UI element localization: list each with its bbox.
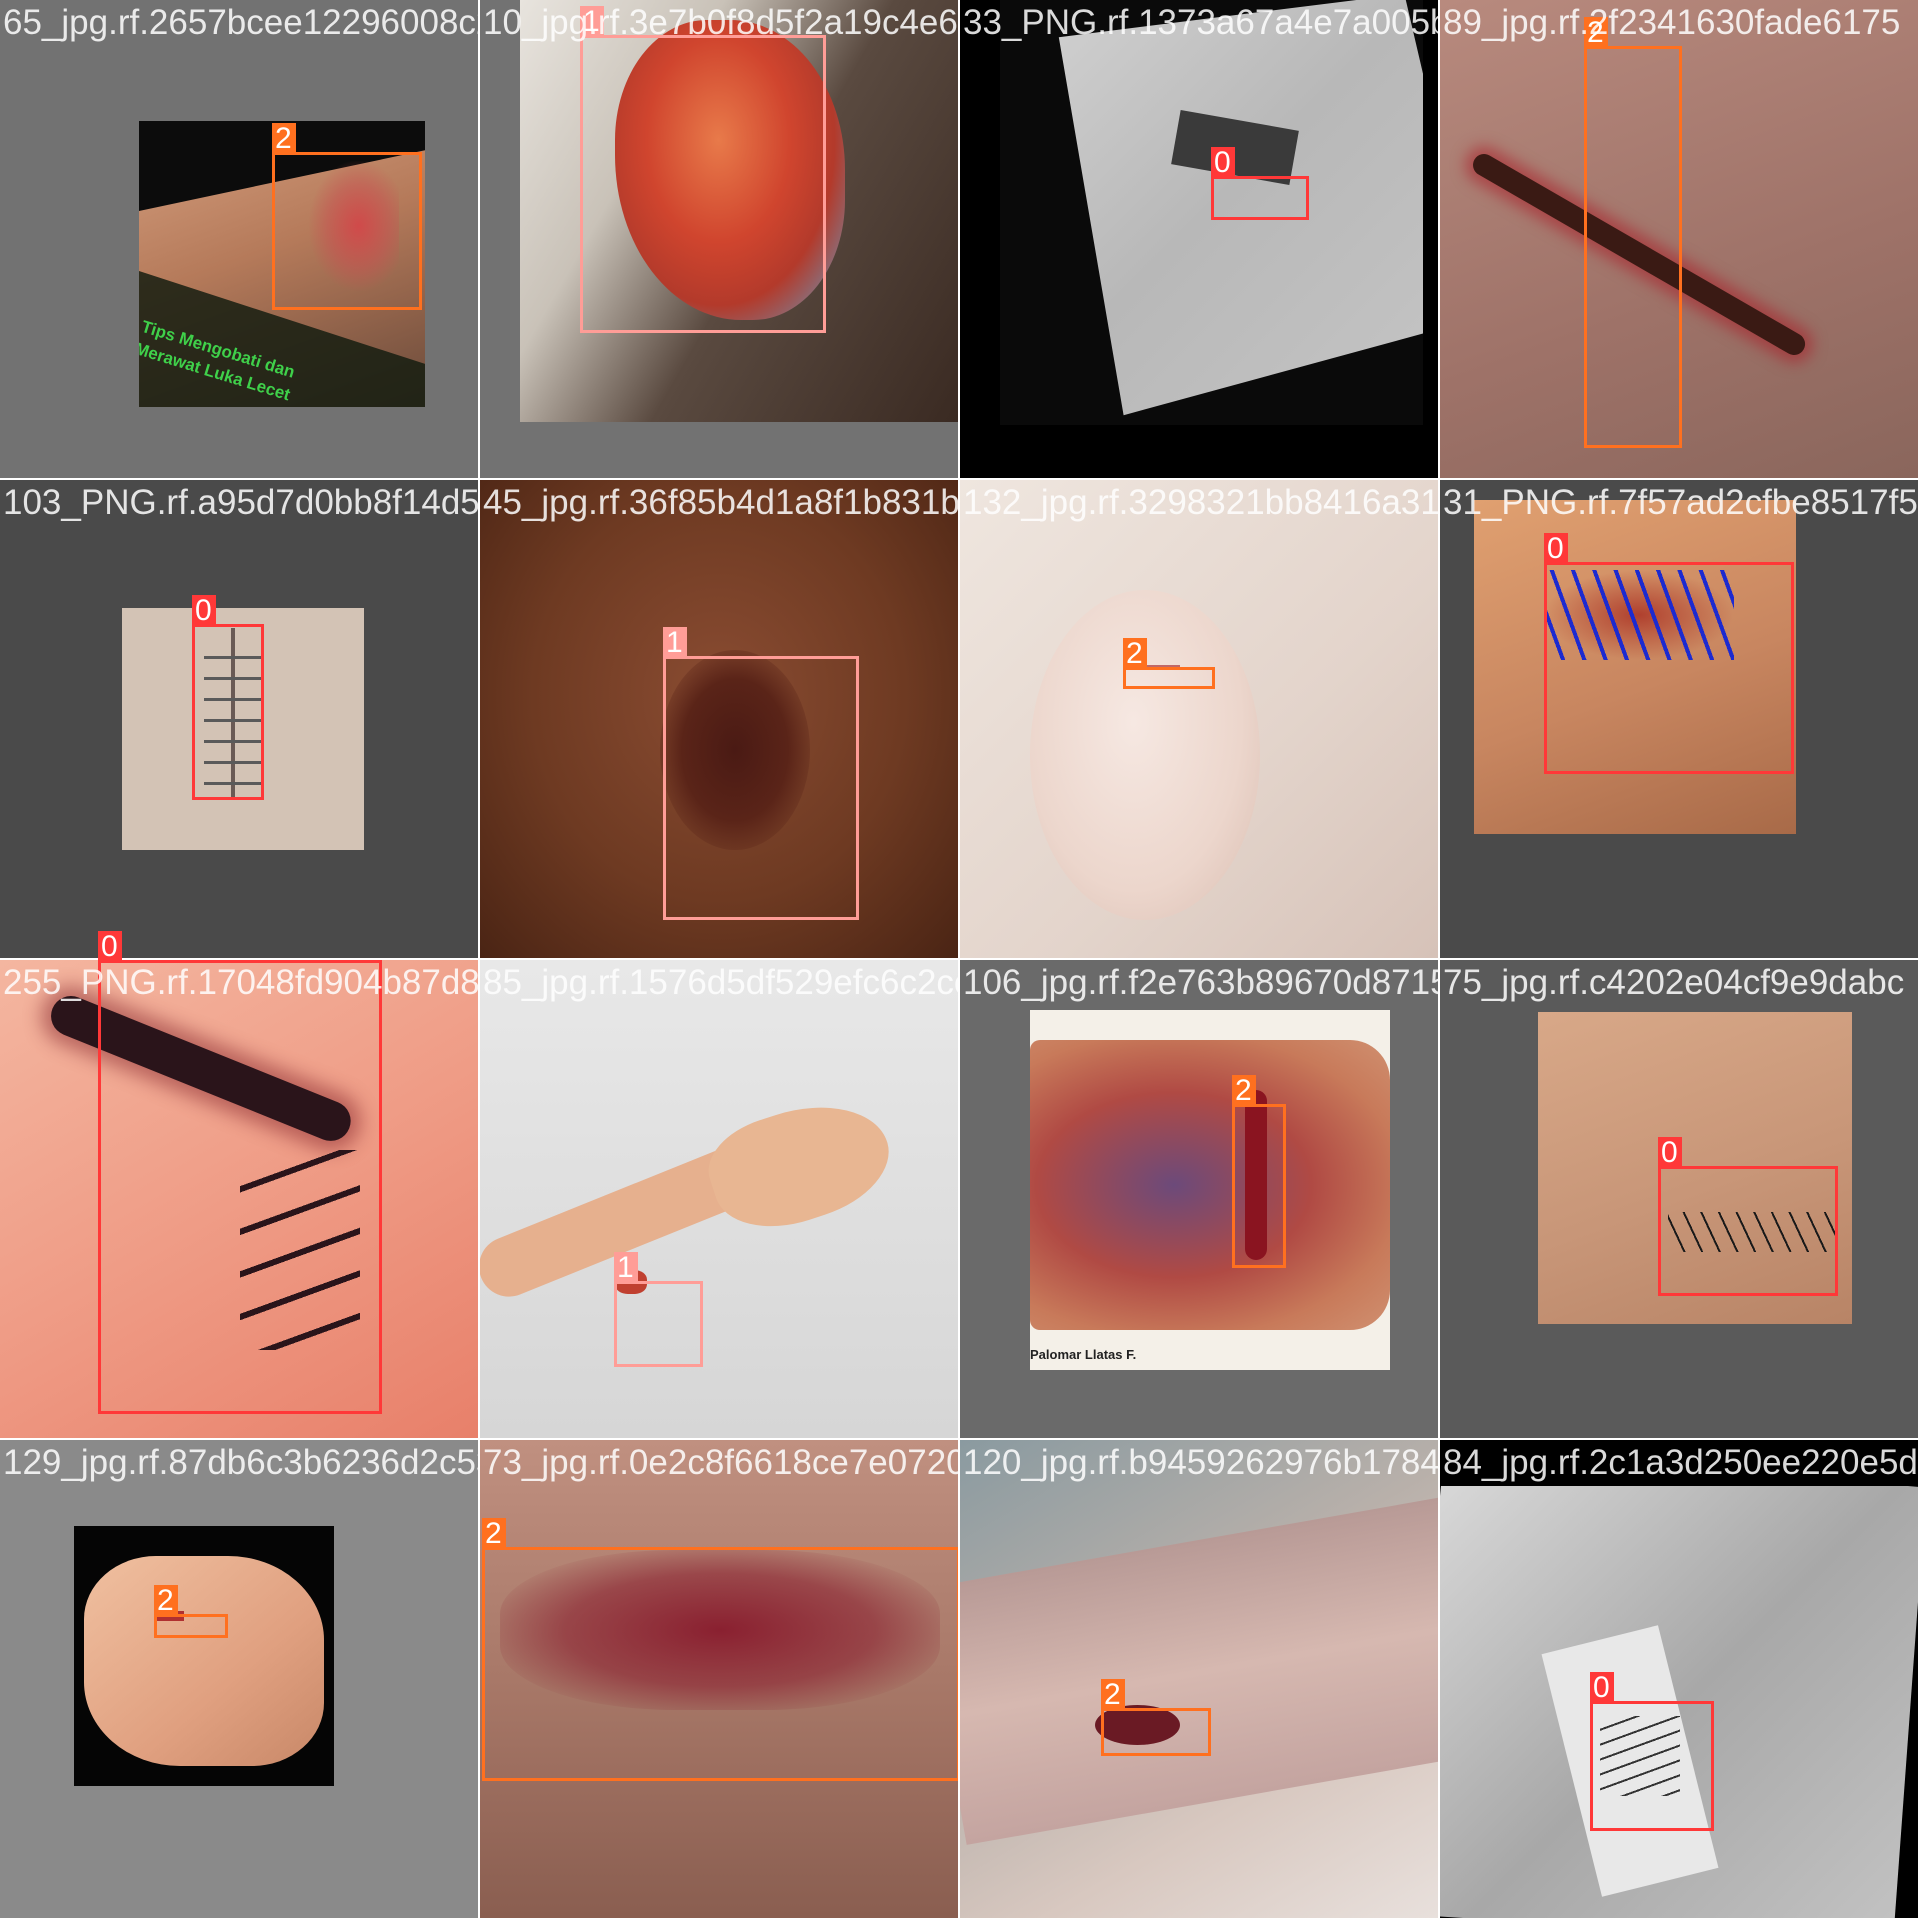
class-id-label: 2 (272, 123, 296, 155)
bounding-box: 0 (98, 931, 382, 1414)
mosaic-tile: 73_jpg.rf.0e2c8f6618ce7e0720 2 (480, 1440, 958, 1918)
photo (480, 480, 958, 958)
photo (1000, 0, 1423, 425)
class-id-label: 0 (1590, 1672, 1614, 1704)
mosaic-tile: 103_PNG.rf.a95d7d0bb8f14d51033bd36635b4d… (0, 480, 478, 958)
tile-filename: 75_jpg.rf.c4202e04cf9e9dabc (1443, 963, 1905, 1002)
photo-caption: Palomar Llatas F. (1030, 1347, 1137, 1362)
mosaic-tile: 85_jpg.rf.1576d5df529efc6c2ce 1 (480, 960, 958, 1438)
class-id-label: 2 (1101, 1679, 1125, 1711)
mosaic-tile: 129_jpg.rf.87db6c3b6236d2c53a 2 (0, 1440, 478, 1918)
class-id-label: 2 (482, 1518, 506, 1550)
class-id-label: 0 (1658, 1137, 1682, 1169)
bounding-box: 2 (272, 123, 422, 310)
class-id-label: 0 (192, 595, 216, 627)
bounding-box: 1 (663, 627, 859, 920)
class-id-label: 1 (663, 627, 687, 659)
mosaic-tile: 255_PNG.rf.17048fd904b87d8 0 (0, 931, 480, 1438)
class-id-label: 0 (1211, 147, 1235, 179)
photo (480, 960, 958, 1438)
mosaic-tile: 33_PNG.rf.1373a67a4e7a005b8cd1f775 0 (960, 0, 1438, 478)
mosaic-tile: 45_jpg.rf.36f85b4d1a8f1b831bc0 1 (480, 480, 958, 958)
class-id-label: 2 (154, 1585, 178, 1617)
photo (122, 608, 364, 850)
bounding-box: 2 (1232, 1075, 1286, 1268)
bounding-box: 2 (1101, 1679, 1211, 1756)
mosaic-tile: 65_jpg.rf.2657bcee12296008c270329d1a6f61… (0, 0, 478, 478)
class-id-label: 2 (1232, 1075, 1256, 1107)
mosaic-tile: 84_jpg.rf.2c1a3d250ee220e5d 0 (1440, 1440, 1918, 1918)
mosaic-tile: 75_jpg.rf.c4202e04cf9e9dabc 0 (1440, 960, 1918, 1438)
class-id-label: 0 (98, 931, 122, 963)
class-id-label: 2 (1584, 17, 1608, 49)
bounding-box: 0 (1658, 1137, 1838, 1296)
bounding-box: 0 (1211, 147, 1309, 220)
tile-filename: 65_jpg.rf.2657bcee12296008c270329d1a6f61… (3, 3, 478, 42)
tile-filename: 84_jpg.rf.2c1a3d250ee220e5d (1443, 1443, 1918, 1482)
mosaic-tile: 89_jpg.rf.2f2341630fade6175 2 (1440, 0, 1918, 478)
photo: Tips Mengobati dan Merawat Luka Lecet (139, 121, 425, 407)
photo: Palomar Llatas F. (1030, 1010, 1390, 1370)
photo (0, 960, 478, 1438)
tile-filename: 129_jpg.rf.87db6c3b6236d2c53a (3, 1443, 478, 1482)
mosaic-tile: 10_jpg.rf.3e7b0f8d5f2a19c4e6b7a0d3f21b 1 (480, 0, 958, 478)
class-id-label: 2 (1123, 638, 1147, 670)
photo (520, 0, 958, 422)
bounding-box: 1 (614, 1252, 703, 1367)
bounding-box: 2 (154, 1585, 228, 1638)
photo (74, 1526, 334, 1786)
bounding-box: 1 (580, 6, 826, 333)
bounding-box: 0 (1544, 533, 1794, 774)
mosaic-tile: 106_jpg.rf.f2e763b89670d87150 Palomar Ll… (960, 960, 1438, 1438)
photo (960, 480, 1438, 958)
bounding-box: 2 (1584, 17, 1682, 448)
bounding-box: 2 (482, 1518, 958, 1781)
bounding-box: 0 (192, 595, 264, 800)
mosaic-tile: 120_jpg.rf.b9459262976b17845 2 (960, 1440, 1438, 1918)
bounding-box: 0 (1590, 1672, 1714, 1831)
class-id-label: 1 (614, 1252, 638, 1284)
class-id-label: 0 (1544, 533, 1568, 565)
photo (1474, 500, 1796, 834)
photo (480, 1440, 958, 1918)
mosaic-tile: 31_PNG.rf.7f57ad2cfbe8517f5 0 (1440, 480, 1918, 958)
photo (960, 1440, 1438, 1918)
tile-filename: 103_PNG.rf.a95d7d0bb8f14d51033bd36635b4d… (3, 483, 478, 522)
class-id-label: 1 (580, 6, 604, 38)
tile-filename: 106_jpg.rf.f2e763b89670d87150 (963, 963, 1438, 1002)
bounding-box: 2 (1123, 638, 1215, 689)
mosaic-tile: 132_jpg.rf.3298321bb8416a310e 2 (960, 480, 1438, 958)
